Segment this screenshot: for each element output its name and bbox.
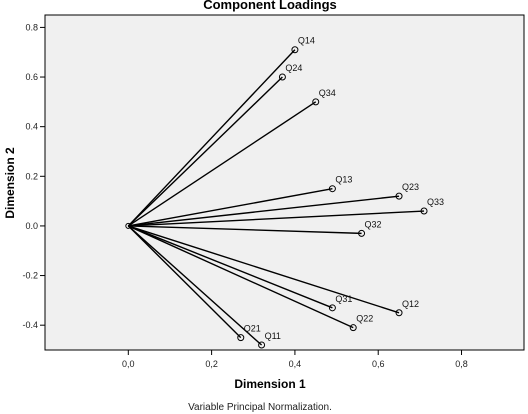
point-q24	[278, 73, 286, 81]
point-label-q14: Q14	[298, 36, 315, 46]
point-label-q33: Q33	[427, 197, 444, 207]
x-tick-label: 0,2	[205, 359, 218, 369]
y-tick-label: 0.6	[25, 72, 38, 82]
y-tick-label: 0.8	[25, 22, 38, 32]
point-q21	[237, 334, 245, 342]
loading-vector-q31	[128, 225, 333, 309]
y-tick-label: 0.2	[25, 171, 38, 181]
point-q34	[312, 98, 320, 106]
point-q23	[395, 192, 403, 200]
point-label-q22: Q22	[356, 314, 373, 324]
plot-area	[44, 14, 525, 351]
loading-vector-q22	[128, 225, 354, 329]
point-label-q11: Q11	[265, 331, 281, 341]
x-tick-label: 0,0	[122, 359, 135, 369]
point-label-q23: Q23	[402, 182, 419, 192]
y-tick-label: 0.4	[25, 122, 38, 132]
x-axis-title: Dimension 1	[234, 377, 306, 391]
point-label-q12: Q12	[402, 299, 419, 309]
point-label-q21: Q21	[244, 324, 261, 334]
point-q32	[358, 229, 366, 237]
point-q11	[258, 341, 266, 349]
origin-point	[125, 222, 132, 229]
loading-vector-q12	[128, 225, 400, 314]
loading-vector-q34	[127, 101, 317, 227]
point-label-q24: Q24	[285, 63, 302, 73]
x-tick-label: 0,6	[372, 359, 385, 369]
loading-vectors	[127, 49, 425, 346]
y-tick-label: -0.4	[22, 320, 38, 330]
point-q22	[349, 324, 357, 332]
loading-vector-q11	[127, 225, 263, 346]
loading-points: Q14 Q24 Q34 Q13 Q23 Q33 Q32 Q31 Q12 Q22 Q21 Q11	[125, 36, 444, 349]
point-q13	[328, 185, 336, 193]
point-q14	[291, 46, 299, 54]
point-q33	[420, 207, 428, 215]
loading-vector-q24	[127, 76, 283, 227]
y-tick-label: 0.0	[25, 221, 38, 231]
loading-vector-q32	[128, 225, 362, 235]
loading-vector-q23	[128, 195, 400, 227]
point-label-q13: Q13	[335, 175, 352, 185]
footnote: Variable Principal Normalization.	[188, 402, 332, 413]
loading-vector-q21	[127, 225, 242, 339]
point-label-q31: Q31	[335, 294, 352, 304]
loading-vector-q13	[128, 188, 333, 227]
point-label-q32: Q32	[365, 219, 382, 229]
x-tick-label: 0,8	[455, 359, 468, 369]
point-q12	[395, 309, 403, 317]
point-label-q34: Q34	[319, 88, 336, 98]
x-tick-label: 0,4	[289, 359, 302, 369]
y-axis: 0.8 0.6 0.4 0.2 0.0 -0.2 -0.4	[22, 22, 45, 330]
y-axis-title: Dimension 2	[3, 147, 17, 219]
y-tick-label: -0.2	[22, 271, 38, 281]
loading-vector-q14	[127, 49, 296, 227]
chart-title: Component Loadings	[203, 0, 337, 12]
x-axis: 0,0 0,2 0,4 0,6 0,8	[122, 350, 468, 369]
loading-vector-q33	[128, 210, 425, 227]
point-q31	[328, 304, 336, 312]
